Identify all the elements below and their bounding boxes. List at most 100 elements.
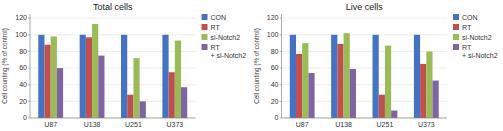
bar	[290, 35, 296, 118]
grid-line	[30, 18, 196, 19]
bar	[337, 44, 343, 118]
category-label: U87	[296, 121, 309, 128]
grid-line	[30, 118, 196, 119]
bar	[344, 33, 350, 118]
bar	[98, 56, 104, 118]
tick-label: 100	[15, 31, 27, 38]
legend-label: si-Notch2	[462, 34, 492, 41]
legend-label-line: RT	[211, 24, 221, 31]
panel: 0 20 40 60 80 100 120 U87 U138 U251 U373 Total cell…	[1, 2, 246, 128]
grid-line	[282, 18, 448, 19]
tick-label: 20	[19, 98, 27, 105]
grid-line	[282, 34, 448, 35]
tick-label: 80	[19, 48, 27, 55]
legend-label-line: si-Notch2	[462, 34, 492, 41]
x-axis	[30, 118, 196, 119]
title: Live cells	[346, 2, 384, 12]
tick-label: 60	[271, 64, 279, 71]
legend-label: RT+ si-Notch2	[462, 44, 498, 59]
bar	[308, 73, 314, 118]
y-axis	[30, 14, 31, 118]
bar	[350, 69, 356, 118]
legend-label-line: RT	[462, 44, 472, 51]
bars	[290, 33, 439, 118]
legend-label: RT+ si-Notch2	[211, 44, 247, 59]
bar	[80, 35, 86, 118]
tick-label: 0	[275, 114, 279, 121]
bar	[420, 64, 426, 118]
bar	[44, 45, 50, 118]
x-axis	[282, 118, 448, 119]
grid-line	[30, 34, 196, 35]
y-axis-label: Cell counting (% of control)	[1, 28, 9, 104]
legend-swatch	[453, 34, 459, 40]
legend-label-line: si-Notch2	[211, 34, 241, 41]
legend-swatch	[202, 24, 208, 30]
bar	[127, 95, 133, 118]
tick-label: 60	[19, 64, 27, 71]
tick-label: 20	[271, 98, 279, 105]
legend-label-line: + si-Notch2	[462, 52, 498, 59]
bar	[385, 46, 391, 118]
bar	[379, 95, 385, 118]
legend-swatch	[202, 34, 208, 40]
bar	[181, 87, 187, 118]
grid-line	[282, 118, 448, 119]
legend-label-line: CON	[462, 14, 478, 21]
category-label: U138	[335, 121, 352, 128]
panel: 0 20 40 60 80 100 120 U87 U138 U251 U373 Live cells…	[253, 2, 498, 128]
legend-label-line: CON	[211, 14, 227, 21]
bar	[175, 41, 181, 118]
legend-label-line: RT	[211, 44, 221, 51]
bar	[414, 35, 420, 118]
y-axis	[281, 14, 282, 118]
legend-swatch	[202, 44, 208, 50]
tick-label: 80	[271, 48, 279, 55]
legend-label: CON	[462, 14, 478, 21]
tick-label: 120	[15, 14, 27, 21]
legend: CONRTsi-Notch2RT+ si-Notch2	[453, 14, 498, 59]
tick-label: 0	[23, 114, 27, 121]
bar	[86, 37, 92, 118]
bar	[169, 72, 175, 118]
legend-label: RT	[462, 24, 472, 31]
bar	[426, 51, 432, 118]
tick-label: 100	[267, 31, 279, 38]
tick-label: 40	[271, 81, 279, 88]
legend-label-line: RT	[462, 24, 472, 31]
category-label: U251	[125, 121, 142, 128]
bar	[133, 58, 139, 118]
legend-label: si-Notch2	[211, 34, 241, 41]
legend: CONRTsi-Notch2RT+ si-Notch2	[202, 14, 247, 59]
bar	[121, 35, 127, 118]
bar	[51, 36, 57, 118]
tick-label: 120	[267, 14, 279, 21]
bar	[38, 35, 44, 118]
bar	[162, 35, 168, 118]
bar	[373, 35, 379, 118]
category-label: U373	[418, 121, 435, 128]
bar	[57, 68, 63, 118]
bar	[296, 54, 302, 118]
category-label: U87	[44, 121, 57, 128]
bar	[92, 24, 98, 118]
bar	[331, 35, 337, 118]
title: Total cells	[93, 2, 133, 12]
bar	[302, 43, 308, 118]
category-label: U138	[84, 121, 101, 128]
legend-label-line: + si-Notch2	[211, 52, 247, 59]
bar	[391, 111, 397, 118]
chart: 0 20 40 60 80 100 120 U87 U138 U251 U373 Total cell…	[0, 0, 503, 131]
y-axis-label: Cell counting (% of control)	[253, 28, 261, 104]
category-label: U251	[377, 121, 394, 128]
legend-swatch	[453, 24, 459, 30]
legend-swatch	[202, 14, 208, 20]
legend-label: RT	[211, 24, 221, 31]
bars	[38, 24, 187, 118]
legend-label: CON	[211, 14, 227, 21]
legend-swatch	[453, 14, 459, 20]
bar	[140, 101, 146, 118]
tick-label: 40	[19, 81, 27, 88]
bar	[433, 81, 439, 118]
category-label: U373	[166, 121, 183, 128]
